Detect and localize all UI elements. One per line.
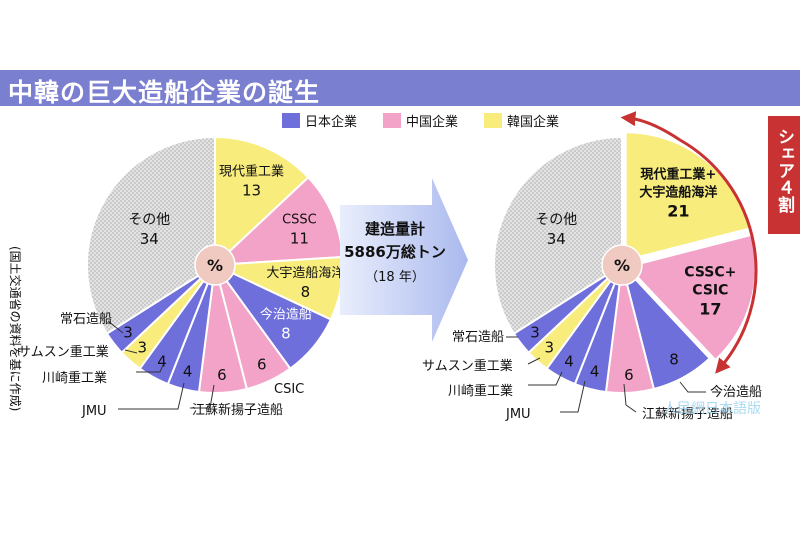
right-label-jiangsu: 江蘇新揚子造船 bbox=[642, 406, 733, 422]
legend: 日本企業 中国企業 韓国企業 bbox=[282, 113, 559, 130]
slice-label-2: 大宇造船海洋 bbox=[266, 266, 344, 281]
slice-value-4: 6 bbox=[257, 356, 267, 374]
right-outer-labels: 常石造船 サムスン重工業 川崎重工業 JMU 江蘇新揚子造船 今治造船 bbox=[422, 330, 762, 422]
slice-value-8: 34 bbox=[547, 230, 566, 248]
slice-value-6: 4 bbox=[183, 363, 193, 381]
slice-value-10: 34 bbox=[140, 230, 159, 248]
slice-value-8: 3 bbox=[137, 339, 147, 357]
slice-value-2: 8 bbox=[669, 351, 679, 369]
right-label-imabari: 今治造船 bbox=[710, 384, 762, 400]
slice-label-0: 大宇造船海洋 bbox=[639, 184, 717, 200]
slice-value-5: 6 bbox=[217, 366, 227, 384]
left-label-jmu: JMU bbox=[81, 404, 107, 419]
slice-value-5: 4 bbox=[564, 352, 574, 370]
slice-value-1: 17 bbox=[699, 300, 721, 319]
slice-label-0: 現代重工業 bbox=[219, 164, 284, 180]
pie-center-disc bbox=[601, 244, 643, 286]
share-label: シェア４割 bbox=[774, 128, 795, 214]
legend-swatch-china bbox=[383, 113, 401, 128]
slice-value-7: 4 bbox=[157, 352, 167, 370]
slice-label-8: その他 bbox=[535, 212, 577, 228]
slice-value-3: 8 bbox=[281, 325, 291, 343]
right-label-kawasaki: 川崎重工業 bbox=[448, 383, 513, 399]
legend-swatch-korea bbox=[484, 113, 502, 128]
slice-value-7: 3 bbox=[530, 323, 540, 341]
chart-title: 中韓の巨大造船企業の誕生 bbox=[8, 78, 321, 107]
slice-label-3: 今治造船 bbox=[260, 307, 312, 323]
slice-label-1: CSSC+ bbox=[684, 265, 736, 281]
slice-value-9: 3 bbox=[123, 323, 133, 341]
right-label-tsuneishi: 常石造船 bbox=[452, 330, 504, 345]
right-leader-lines bbox=[506, 336, 706, 413]
title-bar: 中韓の巨大造船企業の誕生 bbox=[0, 70, 800, 107]
left-label-tsuneishi: 常石造船 bbox=[60, 312, 112, 327]
share-arc-top bbox=[620, 111, 681, 142]
watermark: 人民網日本語版 bbox=[663, 401, 761, 417]
legend-label-japan: 日本企業 bbox=[305, 114, 357, 130]
pie-center-symbol: % bbox=[207, 256, 223, 275]
legend-label-china: 中国企業 bbox=[406, 114, 458, 130]
pie-center-symbol: % bbox=[614, 256, 630, 275]
pie-center-disc bbox=[194, 244, 236, 286]
left-label-samsung: サムスン重工業 bbox=[18, 344, 109, 360]
left-label-kawasaki: 川崎重工業 bbox=[42, 370, 107, 386]
slice-label-1: CSIC bbox=[692, 283, 728, 299]
left-label-jiangsu: 江蘇新揚子造船 bbox=[192, 402, 283, 418]
share-indicator: シェア４割 bbox=[620, 111, 800, 374]
slice-value-3: 6 bbox=[624, 366, 634, 384]
share-label-box bbox=[768, 116, 800, 234]
transition-arrow: 建造量計 5886万総トン （18 年） bbox=[340, 178, 468, 342]
pie-slice-10 bbox=[86, 135, 216, 335]
left-leader-lines bbox=[107, 320, 215, 410]
slice-value-2: 8 bbox=[301, 283, 311, 301]
slice-value-4: 4 bbox=[590, 363, 600, 381]
legend-swatch-japan bbox=[282, 113, 300, 128]
arrow-line3: （18 年） bbox=[365, 270, 425, 285]
slice-label-0: 現代重工業+ bbox=[640, 166, 716, 182]
slice-label-10: その他 bbox=[128, 212, 170, 228]
legend-label-korea: 韓国企業 bbox=[507, 114, 559, 130]
pie-slice-8 bbox=[493, 135, 623, 335]
left-outer-labels: 常石造船 サムスン重工業 川崎重工業 JMU 江蘇新揚子造船 CSIC bbox=[18, 312, 304, 419]
slice-value-0: 21 bbox=[667, 201, 689, 220]
share-arc bbox=[679, 138, 758, 374]
slice-value-6: 3 bbox=[544, 339, 554, 357]
slice-label-1: CSSC bbox=[282, 212, 317, 227]
slice-value-1: 11 bbox=[290, 229, 309, 247]
arrow-shape bbox=[340, 178, 468, 342]
source-note: (国土交通省の資料を基に作成) bbox=[8, 246, 23, 411]
left-label-csic: CSIC bbox=[274, 382, 304, 397]
pie-slice-0 bbox=[214, 135, 310, 268]
arrow-line1: 建造量計 bbox=[365, 220, 425, 238]
right-label-jmu: JMU bbox=[505, 407, 531, 422]
right-label-samsung: サムスン重工業 bbox=[422, 358, 513, 374]
arrow-line2: 5886万総トン bbox=[344, 243, 446, 261]
slice-value-0: 13 bbox=[242, 182, 261, 200]
